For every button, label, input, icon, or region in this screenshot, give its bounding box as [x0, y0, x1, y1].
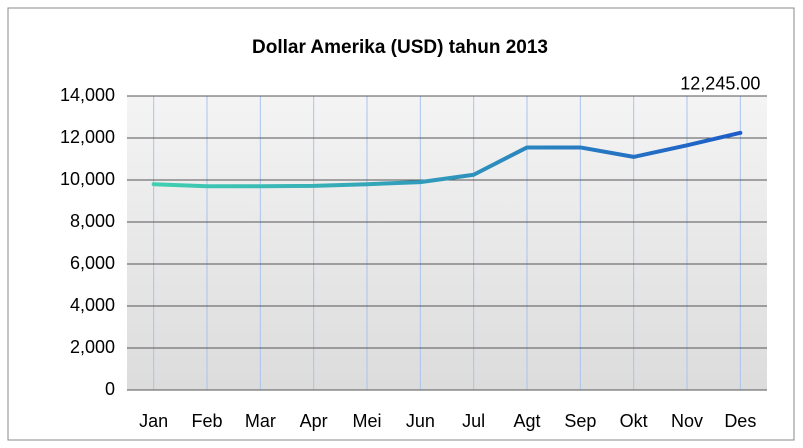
y-tick-label: 6,000: [70, 253, 115, 273]
x-tick-label: Mar: [245, 411, 276, 431]
line: [151, 130, 743, 189]
x-tick-label: Mei: [352, 411, 381, 431]
plot-area: [127, 96, 767, 390]
x-tick-label: Des: [724, 411, 756, 431]
x-tick-label: Jul: [462, 411, 485, 431]
chart-title: Dollar Amerika (USD) tahun 2013: [252, 37, 548, 58]
x-tick-label: Apr: [300, 411, 328, 431]
x-tick-label: Sep: [564, 411, 596, 431]
x-tick-label: Agt: [513, 411, 540, 431]
x-tick-label: Okt: [620, 411, 648, 431]
x-tick-label: Feb: [191, 411, 222, 431]
x-tick-label: Jun: [406, 411, 435, 431]
x-tick-label: Jan: [139, 411, 168, 431]
y-tick-label: 8,000: [70, 211, 115, 231]
y-tick-label: 4,000: [70, 295, 115, 315]
data-label: 12,245.00: [680, 74, 760, 94]
y-tick-label: 0: [105, 379, 115, 399]
y-tick-label: 10,000: [60, 169, 115, 189]
y-tick-label: 14,000: [60, 85, 115, 105]
x-tick-label: Nov: [671, 411, 703, 431]
y-tick-label: 12,000: [60, 127, 115, 147]
y-tick-label: 2,000: [70, 337, 115, 357]
